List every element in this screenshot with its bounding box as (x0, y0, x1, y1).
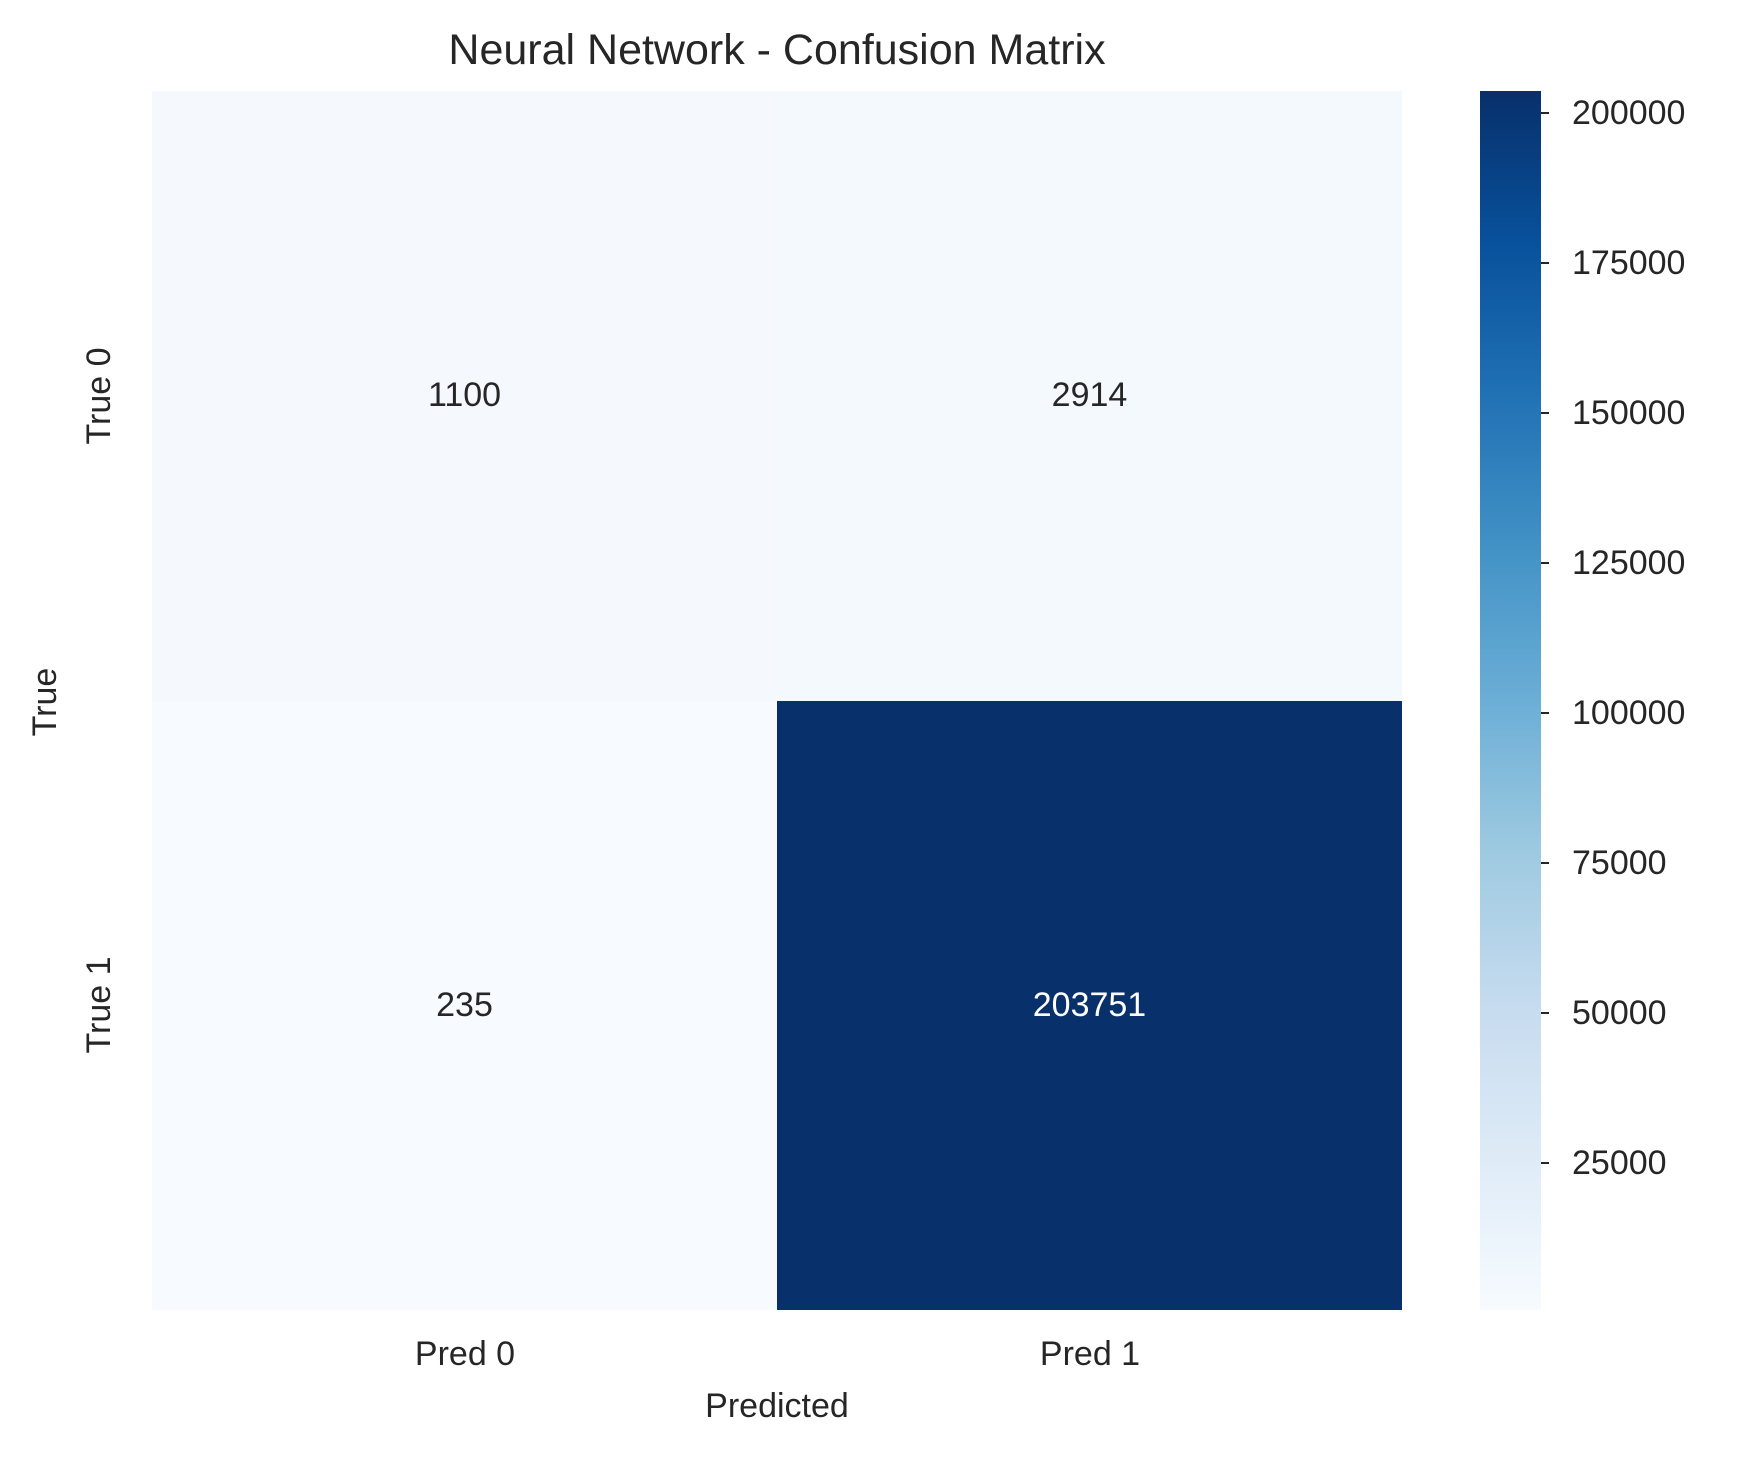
colorbar-tick (1541, 1012, 1549, 1014)
colorbar-label: 125000 (1572, 544, 1686, 582)
colorbar-tick (1541, 412, 1549, 414)
colorbar-label: 75000 (1572, 844, 1667, 882)
cell-value: 1100 (427, 376, 502, 415)
colorbar-label: 200000 (1572, 94, 1686, 132)
cell-true1-pred0: 235 (152, 700, 777, 1310)
colorbar-label: 25000 (1572, 1144, 1667, 1182)
colorbar-tick (1541, 862, 1549, 864)
confusion-matrix-heatmap: 1100 2914 235 203751 (152, 91, 1402, 1310)
colorbar-tick (1541, 712, 1549, 714)
cell-value: 2914 (1051, 376, 1128, 415)
x-tick-pred-0: Pred 0 (414, 1335, 516, 1373)
colorbar-tick (1541, 112, 1549, 114)
colorbar-label: 150000 (1572, 394, 1686, 432)
cell-value: 235 (436, 985, 493, 1024)
cell-true0-pred1: 2914 (777, 91, 1402, 701)
colorbar-tick (1541, 262, 1549, 264)
colorbar-tick (1541, 1162, 1549, 1164)
chart-title: Neural Network - Confusion Matrix (448, 26, 1106, 74)
cell-true0-pred0: 1100 (152, 91, 777, 701)
y-tick-true-0: True 0 (80, 347, 118, 445)
cell-value: 203751 (1032, 985, 1147, 1024)
y-axis-label: True (26, 667, 64, 737)
colorbar-label: 50000 (1572, 994, 1667, 1032)
x-tick-pred-1: Pred 1 (1039, 1335, 1141, 1373)
colorbar-tick (1541, 562, 1549, 564)
colorbar (1480, 91, 1541, 1310)
x-axis-label: Predicted (705, 1387, 849, 1425)
y-tick-true-1: True 1 (80, 956, 118, 1054)
colorbar-label: 100000 (1572, 694, 1686, 732)
cell-true1-pred1: 203751 (777, 700, 1402, 1310)
colorbar-label: 175000 (1572, 244, 1686, 282)
